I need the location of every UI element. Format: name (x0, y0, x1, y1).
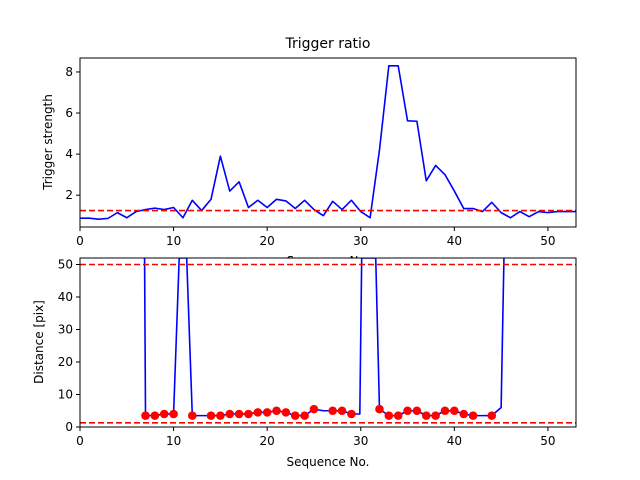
plot-area (80, 258, 576, 424)
chart-trigger-ratio: Trigger ratio Trigger strength 0 10 20 30 40… (41, 36, 577, 268)
data-point-marker (281, 408, 291, 417)
data-point-marker (244, 409, 253, 419)
x-tick-label: 40 (447, 434, 462, 448)
data-point-marker (188, 411, 197, 420)
data-point-marker (141, 411, 150, 420)
data-point-marker (150, 411, 160, 420)
data-point-marker (412, 406, 422, 416)
data-point-marker (216, 411, 225, 420)
data-point-marker (347, 409, 356, 419)
data-point-marker (421, 411, 431, 420)
data-point-marker (403, 406, 412, 416)
y-tick-label: 2 (65, 188, 73, 202)
chart-distance: Distance [pix] 0 10 20 30 40 50 0 10 20 30 40 50 Se… (32, 257, 577, 469)
data-point-marker (375, 404, 384, 414)
x-tick-label: 20 (260, 434, 275, 448)
data-point-marker (431, 411, 440, 420)
y-tick-label: 4 (65, 147, 73, 161)
y-tick-label: 50 (58, 258, 73, 272)
axes-background (80, 258, 576, 427)
data-point-marker (309, 404, 319, 414)
data-point-marker (272, 406, 281, 416)
data-point-marker (253, 408, 263, 417)
data-point-marker (393, 411, 403, 420)
y-tick-label: 6 (65, 106, 73, 120)
data-point-marker (290, 411, 300, 420)
y-axis-label: Trigger strength (41, 94, 55, 191)
x-tick-label: 10 (166, 234, 181, 248)
x-tick-label: 30 (353, 434, 368, 448)
y-tick-label: 0 (65, 420, 73, 434)
x-tick-label: 30 (353, 234, 368, 248)
data-point-marker (459, 409, 469, 419)
data-point-marker (328, 406, 337, 416)
x-tick-label: 0 (76, 434, 84, 448)
x-tick-label: 20 (260, 234, 275, 248)
x-tick-label: 50 (540, 234, 555, 248)
y-tick-label: 40 (58, 290, 73, 304)
chart-title: Trigger ratio (284, 36, 370, 52)
y-tick-label: 8 (65, 65, 73, 79)
data-point-marker (234, 409, 244, 419)
data-point-marker (487, 411, 497, 420)
ticks: 0 10 20 30 40 50 2 4 6 8 (65, 65, 555, 248)
data-point-marker (225, 409, 235, 419)
plot-area (80, 65, 576, 220)
axes-frame (79, 257, 577, 428)
axes-frame (79, 57, 577, 228)
data-point-marker (450, 406, 459, 416)
data-point-marker (468, 411, 478, 420)
data-point-marker (440, 406, 450, 416)
y-tick-label: 20 (58, 355, 73, 369)
x-tick-label: 40 (447, 234, 462, 248)
data-point-marker (159, 409, 169, 419)
y-tick-label: 30 (58, 323, 73, 337)
x-axis-label: Sequence No. (287, 455, 370, 469)
ticks: 0 10 20 30 40 50 0 10 20 30 40 50 (58, 258, 556, 449)
series-line (80, 65, 576, 220)
data-point-marker (384, 411, 394, 420)
data-point-marker (262, 408, 272, 417)
data-point-marker (337, 406, 347, 416)
data-point-marker (300, 411, 309, 420)
data-point-marker (206, 411, 216, 420)
x-tick-label: 0 (76, 234, 84, 248)
data-point-marker (169, 409, 178, 419)
x-tick-label: 50 (540, 434, 555, 448)
y-axis-label: Distance [pix] (32, 300, 46, 384)
y-tick-label: 10 (58, 388, 73, 402)
x-tick-label: 10 (166, 434, 181, 448)
